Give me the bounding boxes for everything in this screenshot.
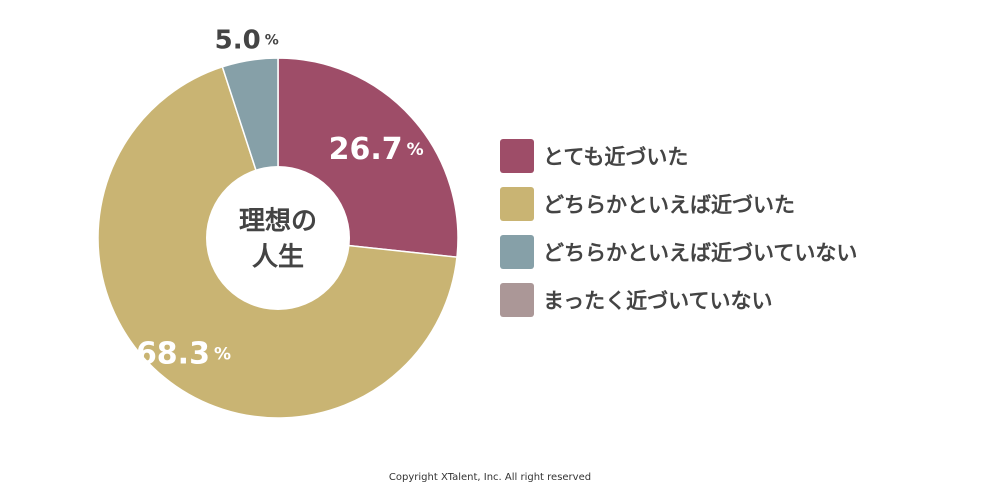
legend-item-somewhat-not-close: どちらかといえば近づいていない — [500, 234, 980, 270]
legend: とても近づいた どちらかといえば近づいた どちらかといえば近づいていない まった… — [500, 138, 980, 330]
center-label-line-2: 人生 — [252, 243, 304, 273]
legend-label: まったく近づいていない — [543, 289, 773, 313]
legend-swatch — [500, 235, 534, 269]
legend-item-not-close-at-all: まったく近づいていない — [500, 282, 980, 318]
slice-value-label: 5.0% — [215, 25, 279, 55]
legend-label: どちらかといえば近づいていない — [543, 241, 858, 265]
legend-swatch — [500, 283, 534, 317]
legend-swatch — [500, 139, 534, 173]
slice-value-label: 68.3% — [136, 336, 231, 371]
legend-item-somewhat-close: どちらかといえば近づいた — [500, 186, 980, 222]
legend-label: とても近づいた — [543, 145, 689, 169]
slice-value-label: 26.7% — [329, 131, 424, 166]
legend-swatch — [500, 187, 534, 221]
copyright-text: Copyright XTalent, Inc. All right reserv… — [388, 472, 592, 483]
legend-label: どちらかといえば近づいた — [543, 193, 795, 217]
value-labels: 26.7 % 68.3 % 5.0% — [136, 25, 424, 371]
center-label-line-1: 理想の — [239, 207, 317, 237]
legend-item-very-close: とても近づいた — [500, 138, 980, 174]
donut-hole — [206, 166, 350, 310]
